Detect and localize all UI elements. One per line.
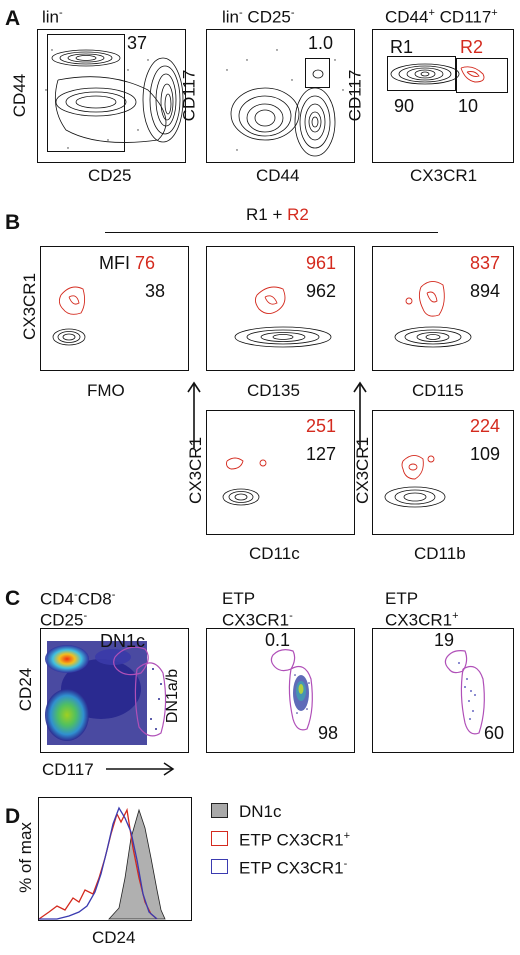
axis-a3-x: CX3CR1: [410, 166, 478, 185]
arrow-up-icon: [187, 381, 201, 448]
axis-a2-x: CD44: [256, 166, 300, 185]
axis-b-cd115-x: CD115: [412, 381, 464, 400]
plot-c3-title: ETP: [385, 589, 419, 608]
axis-b-cd135-x: CD135: [247, 381, 300, 400]
gate-dn1c-label: DN1c: [100, 631, 146, 651]
cd115-red-value: 837: [470, 253, 501, 273]
arrow-right-icon: [106, 762, 175, 776]
contour-cd11b: [384, 455, 446, 508]
axis-a3-y: CD117: [345, 69, 365, 122]
fmo-black-value: 38: [145, 281, 166, 301]
plot-c2-etp-cx3cr1-neg: [206, 628, 355, 753]
gate-r1-value: 90: [394, 96, 415, 116]
density-plot-c2: [270, 649, 313, 731]
contour-cd135: [234, 286, 332, 348]
panel-label-b: B: [5, 211, 21, 234]
plot-a3-cd117-vs-cx3cr1: [372, 29, 514, 163]
plot-a2-cd117-vs-cd44: [206, 29, 355, 163]
plot-b-cd11c: [206, 410, 355, 535]
axis-b-cd11c-x: CD11c: [249, 544, 300, 563]
panel-label-a: A: [5, 7, 21, 30]
histogram-plot: [39, 806, 166, 920]
panel-label-d: D: [5, 805, 21, 828]
contour-cd115: [394, 281, 472, 348]
plot-c1-cd24-vs-cd117: [40, 628, 189, 753]
axis-d-y: % of max: [15, 822, 35, 893]
axis-b-cd11c-y: CX3CR1: [186, 436, 206, 505]
legend-swatch-etp-pos: [211, 831, 228, 846]
contour-cd11c: [222, 457, 267, 506]
legend-label-etp-pos: ETP CX3CR1+: [239, 830, 350, 850]
plot-a2-title: lin- CD25-: [222, 7, 295, 27]
gate-r1: [387, 56, 456, 91]
axis-a2-y: CD117: [179, 69, 199, 122]
axis-b-fmo-x: FMO: [87, 381, 125, 400]
c3-top-value: 19: [434, 630, 455, 650]
gate-cd25-neg: [47, 34, 125, 152]
axis-c1-y: CD24: [16, 667, 36, 712]
gate-r2: [456, 58, 508, 93]
histogram-cd24: [38, 797, 192, 921]
plot-c1-title: CD4-CD8-: [40, 589, 116, 609]
plot-a1-title: lin-: [42, 7, 63, 27]
axis-b-fmo-y: CX3CR1: [20, 272, 40, 341]
axis-b-cd11b-x: CD11b: [414, 544, 466, 563]
plot-b-cd11b: [372, 410, 514, 535]
axis-a1-y: CD44: [10, 73, 30, 118]
plot-b-fmo: [40, 246, 189, 371]
density-plot-c1: [41, 629, 188, 752]
density-plot-c3: [444, 650, 485, 735]
plot-a3-title: CD44+ CD117+: [385, 7, 498, 27]
c2-top-value: 0.1: [265, 630, 291, 650]
gate-a2-value: 1.0: [308, 33, 334, 53]
legend-label-dn1c: DN1c: [239, 802, 282, 821]
plot-b-cd135: [206, 246, 355, 371]
gate-cd44-cd117-high: [305, 58, 330, 88]
cd11b-black-value: 109: [470, 444, 501, 464]
gate-a1-value: 37: [127, 33, 148, 53]
b-header-line: [105, 232, 438, 233]
panel-label-c: C: [5, 587, 21, 610]
cd135-red-value: 961: [306, 253, 337, 273]
contour-fmo: [52, 286, 86, 346]
contour-plot-a3: [390, 63, 485, 85]
contour-plot-a2: [226, 49, 344, 157]
cd11c-red-value: 251: [306, 416, 337, 436]
legend-swatch-etp-neg: [211, 859, 228, 874]
c3-bottom-value: 60: [484, 723, 505, 743]
gate-dn1ab-label: DN1a/b: [164, 668, 182, 724]
cd135-black-value: 962: [306, 281, 337, 301]
gate-r2-value: 10: [458, 96, 479, 116]
plot-c2-title-2: CX3CR1-: [222, 610, 293, 630]
axis-a1-x: CD25: [88, 166, 132, 185]
axis-b-cd11b-y: CX3CR1: [353, 436, 373, 505]
axis-c1-x: CD117: [42, 760, 94, 779]
axis-d-x: CD24: [92, 928, 136, 947]
plot-c1-title-2: CD25-: [40, 610, 88, 630]
gate-r2-label: R2: [460, 37, 484, 57]
mfi-label: MFI 76: [99, 253, 156, 273]
plot-a1-cd44-vs-cd25: [37, 29, 186, 163]
legend-swatch-dn1c: [211, 803, 228, 818]
arrow-up-icon: [353, 381, 367, 448]
plot-b-cd115: [372, 246, 514, 371]
plot-c3-etp-cx3cr1-pos: [372, 628, 514, 753]
cd11c-black-value: 127: [306, 444, 337, 464]
c2-bottom-value: 98: [318, 723, 339, 743]
plot-c3-title-2: CX3CR1+: [385, 610, 459, 630]
gate-r1-label: R1: [390, 37, 414, 57]
legend-label-etp-neg: ETP CX3CR1-: [239, 858, 348, 878]
contour-plot-a1: [45, 49, 184, 149]
b-header: R1 + R2: [246, 205, 309, 224]
plot-c2-title: ETP: [222, 589, 256, 608]
cd11b-red-value: 224: [470, 416, 501, 436]
cd115-black-value: 894: [470, 281, 501, 301]
